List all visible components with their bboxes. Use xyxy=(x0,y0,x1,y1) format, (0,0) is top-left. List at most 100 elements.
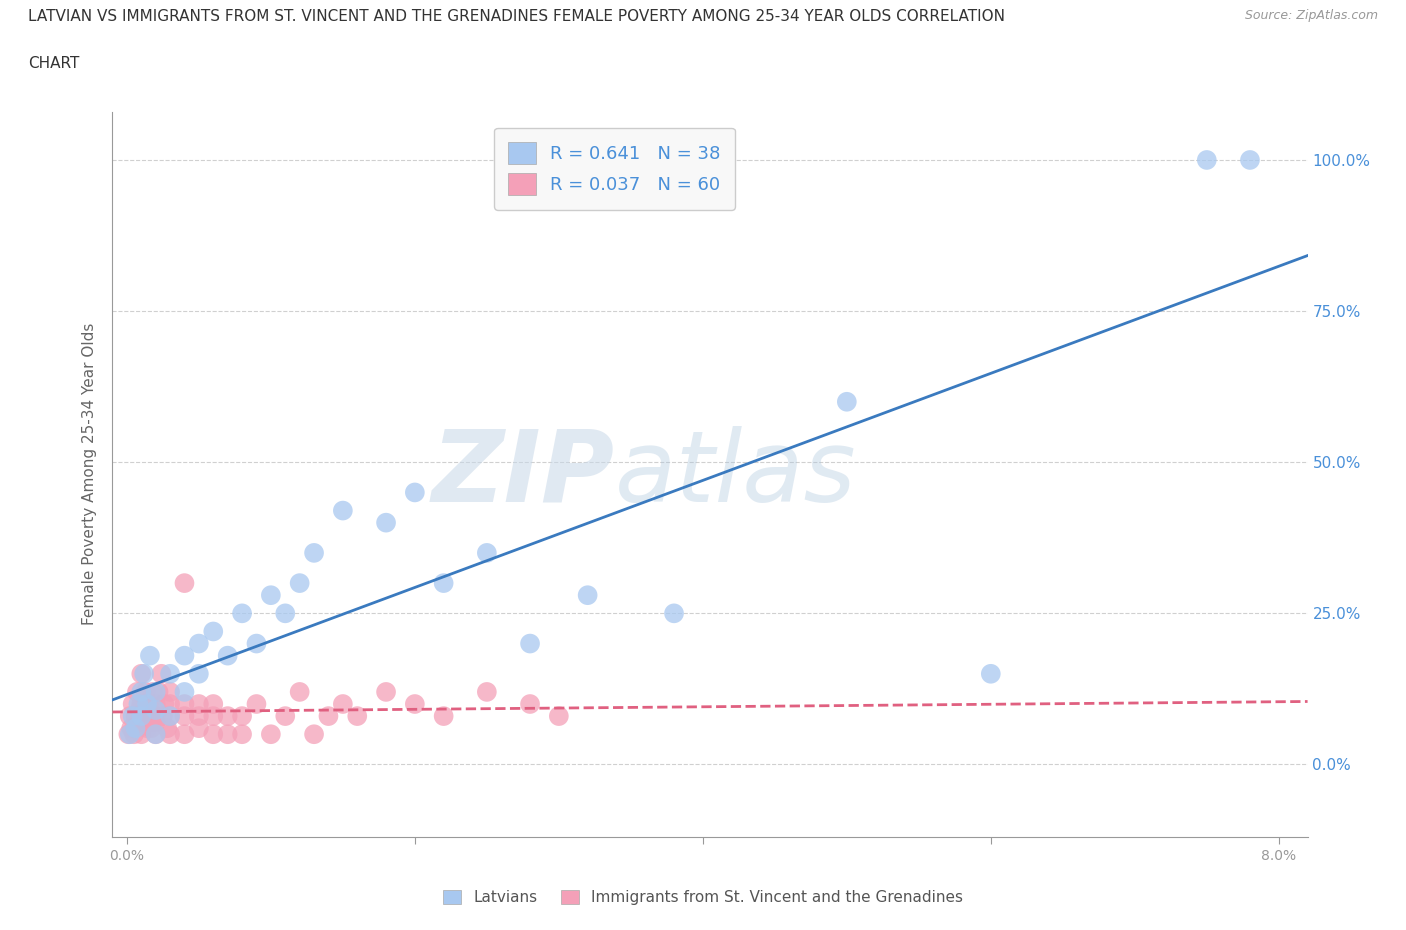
Point xyxy=(346,709,368,724)
Point xyxy=(318,709,340,724)
Point xyxy=(173,727,195,742)
Point xyxy=(117,727,139,742)
Point xyxy=(260,588,283,603)
Point xyxy=(1195,153,1218,167)
Point xyxy=(433,576,456,591)
Point xyxy=(173,684,195,699)
Point xyxy=(375,684,398,699)
Point xyxy=(187,697,209,711)
Point xyxy=(121,709,143,724)
Point xyxy=(202,727,225,742)
Point xyxy=(332,503,354,518)
Point xyxy=(118,727,141,742)
Point xyxy=(159,709,181,724)
Legend: Latvians, Immigrants from St. Vincent and the Grenadines: Latvians, Immigrants from St. Vincent an… xyxy=(436,883,970,913)
Point xyxy=(129,697,152,711)
Point xyxy=(245,636,267,651)
Point xyxy=(231,727,253,742)
Point xyxy=(156,721,179,736)
Point xyxy=(129,684,152,699)
Point xyxy=(145,697,167,711)
Point xyxy=(302,545,325,560)
Point xyxy=(217,727,239,742)
Point xyxy=(187,709,209,724)
Point xyxy=(245,697,267,711)
Point xyxy=(576,588,599,603)
Point xyxy=(124,721,146,736)
Point xyxy=(404,485,426,500)
Point xyxy=(217,709,239,724)
Point xyxy=(288,576,311,591)
Point xyxy=(173,709,195,724)
Point xyxy=(835,394,858,409)
Text: CHART: CHART xyxy=(28,56,80,71)
Point xyxy=(519,697,541,711)
Point xyxy=(187,636,209,651)
Point xyxy=(134,709,156,724)
Point xyxy=(202,624,225,639)
Point xyxy=(125,684,148,699)
Point xyxy=(159,697,181,711)
Point xyxy=(159,684,181,699)
Point xyxy=(260,727,283,742)
Point xyxy=(134,667,156,682)
Y-axis label: Female Poverty Among 25-34 Year Olds: Female Poverty Among 25-34 Year Olds xyxy=(82,323,97,626)
Text: ZIP: ZIP xyxy=(432,426,614,523)
Point xyxy=(118,709,141,724)
Point xyxy=(153,697,176,711)
Point xyxy=(150,667,173,682)
Point xyxy=(145,727,167,742)
Text: LATVIAN VS IMMIGRANTS FROM ST. VINCENT AND THE GRENADINES FEMALE POVERTY AMONG 2: LATVIAN VS IMMIGRANTS FROM ST. VINCENT A… xyxy=(28,9,1005,24)
Point xyxy=(332,697,354,711)
Point xyxy=(202,709,225,724)
Point xyxy=(274,709,297,724)
Point xyxy=(475,684,498,699)
Point xyxy=(173,576,195,591)
Point xyxy=(173,648,195,663)
Point xyxy=(135,684,157,699)
Point xyxy=(187,721,209,736)
Point xyxy=(231,709,253,724)
Point xyxy=(1239,153,1261,167)
Point xyxy=(173,697,195,711)
Point xyxy=(127,697,149,711)
Point xyxy=(231,606,253,621)
Point xyxy=(138,697,160,711)
Point xyxy=(136,697,159,711)
Point xyxy=(142,684,165,699)
Point xyxy=(519,636,541,651)
Point xyxy=(145,727,167,742)
Text: Source: ZipAtlas.com: Source: ZipAtlas.com xyxy=(1244,9,1378,22)
Point xyxy=(139,709,162,724)
Point xyxy=(302,727,325,742)
Point xyxy=(475,545,498,560)
Point xyxy=(124,709,146,724)
Point xyxy=(159,727,181,742)
Point xyxy=(159,667,181,682)
Point xyxy=(187,667,209,682)
Point xyxy=(202,697,225,711)
Point xyxy=(662,606,685,621)
Point xyxy=(127,715,149,730)
Text: atlas: atlas xyxy=(614,426,856,523)
Point xyxy=(128,703,150,718)
Point xyxy=(148,684,170,699)
Point xyxy=(375,515,398,530)
Point xyxy=(120,721,142,736)
Point xyxy=(136,721,159,736)
Point xyxy=(159,709,181,724)
Point xyxy=(145,709,167,724)
Point xyxy=(139,648,162,663)
Point xyxy=(145,684,167,699)
Point xyxy=(404,697,426,711)
Point xyxy=(145,715,167,730)
Point xyxy=(274,606,297,621)
Point xyxy=(145,703,167,718)
Point xyxy=(152,709,174,724)
Point xyxy=(129,709,152,724)
Point xyxy=(129,667,152,682)
Point xyxy=(129,727,152,742)
Point xyxy=(980,667,1002,682)
Point xyxy=(547,709,569,724)
Point xyxy=(433,709,456,724)
